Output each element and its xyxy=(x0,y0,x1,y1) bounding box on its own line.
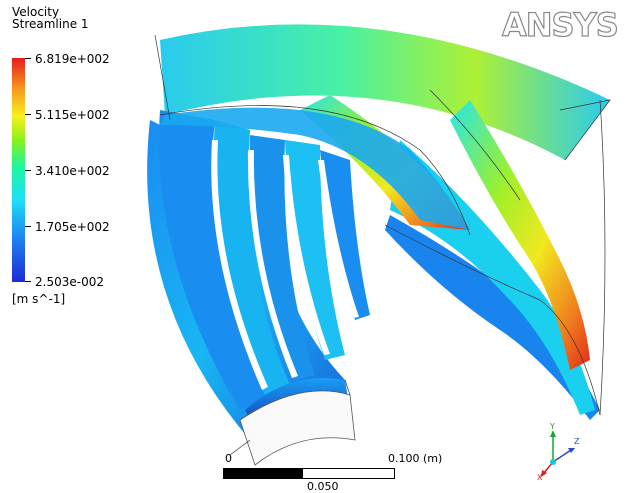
triad-origin xyxy=(550,459,556,465)
scale-bar: 0 0.100 (m) 0.050 xyxy=(223,452,628,493)
legend-tick-label: 1.705e+002 xyxy=(35,220,110,234)
legend-tick-mark xyxy=(25,281,31,282)
mid-band xyxy=(160,107,470,230)
scale-left-label: 0 xyxy=(225,452,232,465)
legend-colorbar xyxy=(12,58,25,282)
blade-passage xyxy=(249,135,315,380)
legend-tick-mark xyxy=(25,170,31,171)
scale-segment-light xyxy=(302,468,395,479)
legend-title: Velocity xyxy=(12,5,60,19)
legend-tick-label: 6.819e+002 xyxy=(35,52,110,66)
logo-text: ANSYS xyxy=(502,6,618,44)
legend-tick-label: 5.115e+002 xyxy=(35,108,110,122)
hub-outline xyxy=(239,390,356,466)
scale-segment-dark xyxy=(223,468,304,479)
scale-right-label: 0.100 xyxy=(388,452,420,465)
velocity-legend: Velocity Streamline 1 6.819e+002 5.115e+… xyxy=(6,6,146,306)
legend-tick-label: 2.503e-002 xyxy=(35,275,104,289)
z-axis-label: Z xyxy=(574,437,580,446)
x-axis-label: X xyxy=(537,473,543,480)
legend-subtitle: Streamline 1 xyxy=(12,17,89,31)
blade-passage xyxy=(213,120,290,395)
blade-passage xyxy=(285,140,345,360)
legend-tick-mark xyxy=(25,114,31,115)
outlet-hot-zone xyxy=(450,100,590,370)
axis-triad[interactable]: Y Z X xyxy=(535,420,585,482)
z-axis-arrow xyxy=(552,449,572,463)
scale-mid-label: 0.050 xyxy=(307,480,339,493)
legend-tick-mark xyxy=(25,58,31,59)
shroud-band xyxy=(160,24,610,160)
ansys-logo: ANSYS xyxy=(498,2,622,48)
y-axis-label: Y xyxy=(549,422,555,431)
outlet-passage xyxy=(385,215,600,420)
scale-unit-label: (m) xyxy=(423,452,443,465)
blade-edges xyxy=(154,34,611,456)
legend-units: [m s^-1] xyxy=(12,292,66,306)
blade-passage xyxy=(320,150,370,320)
blade-gaps xyxy=(211,140,359,390)
legend-tick-mark xyxy=(25,226,31,227)
legend-tick-label: 3.410e+002 xyxy=(35,164,110,178)
